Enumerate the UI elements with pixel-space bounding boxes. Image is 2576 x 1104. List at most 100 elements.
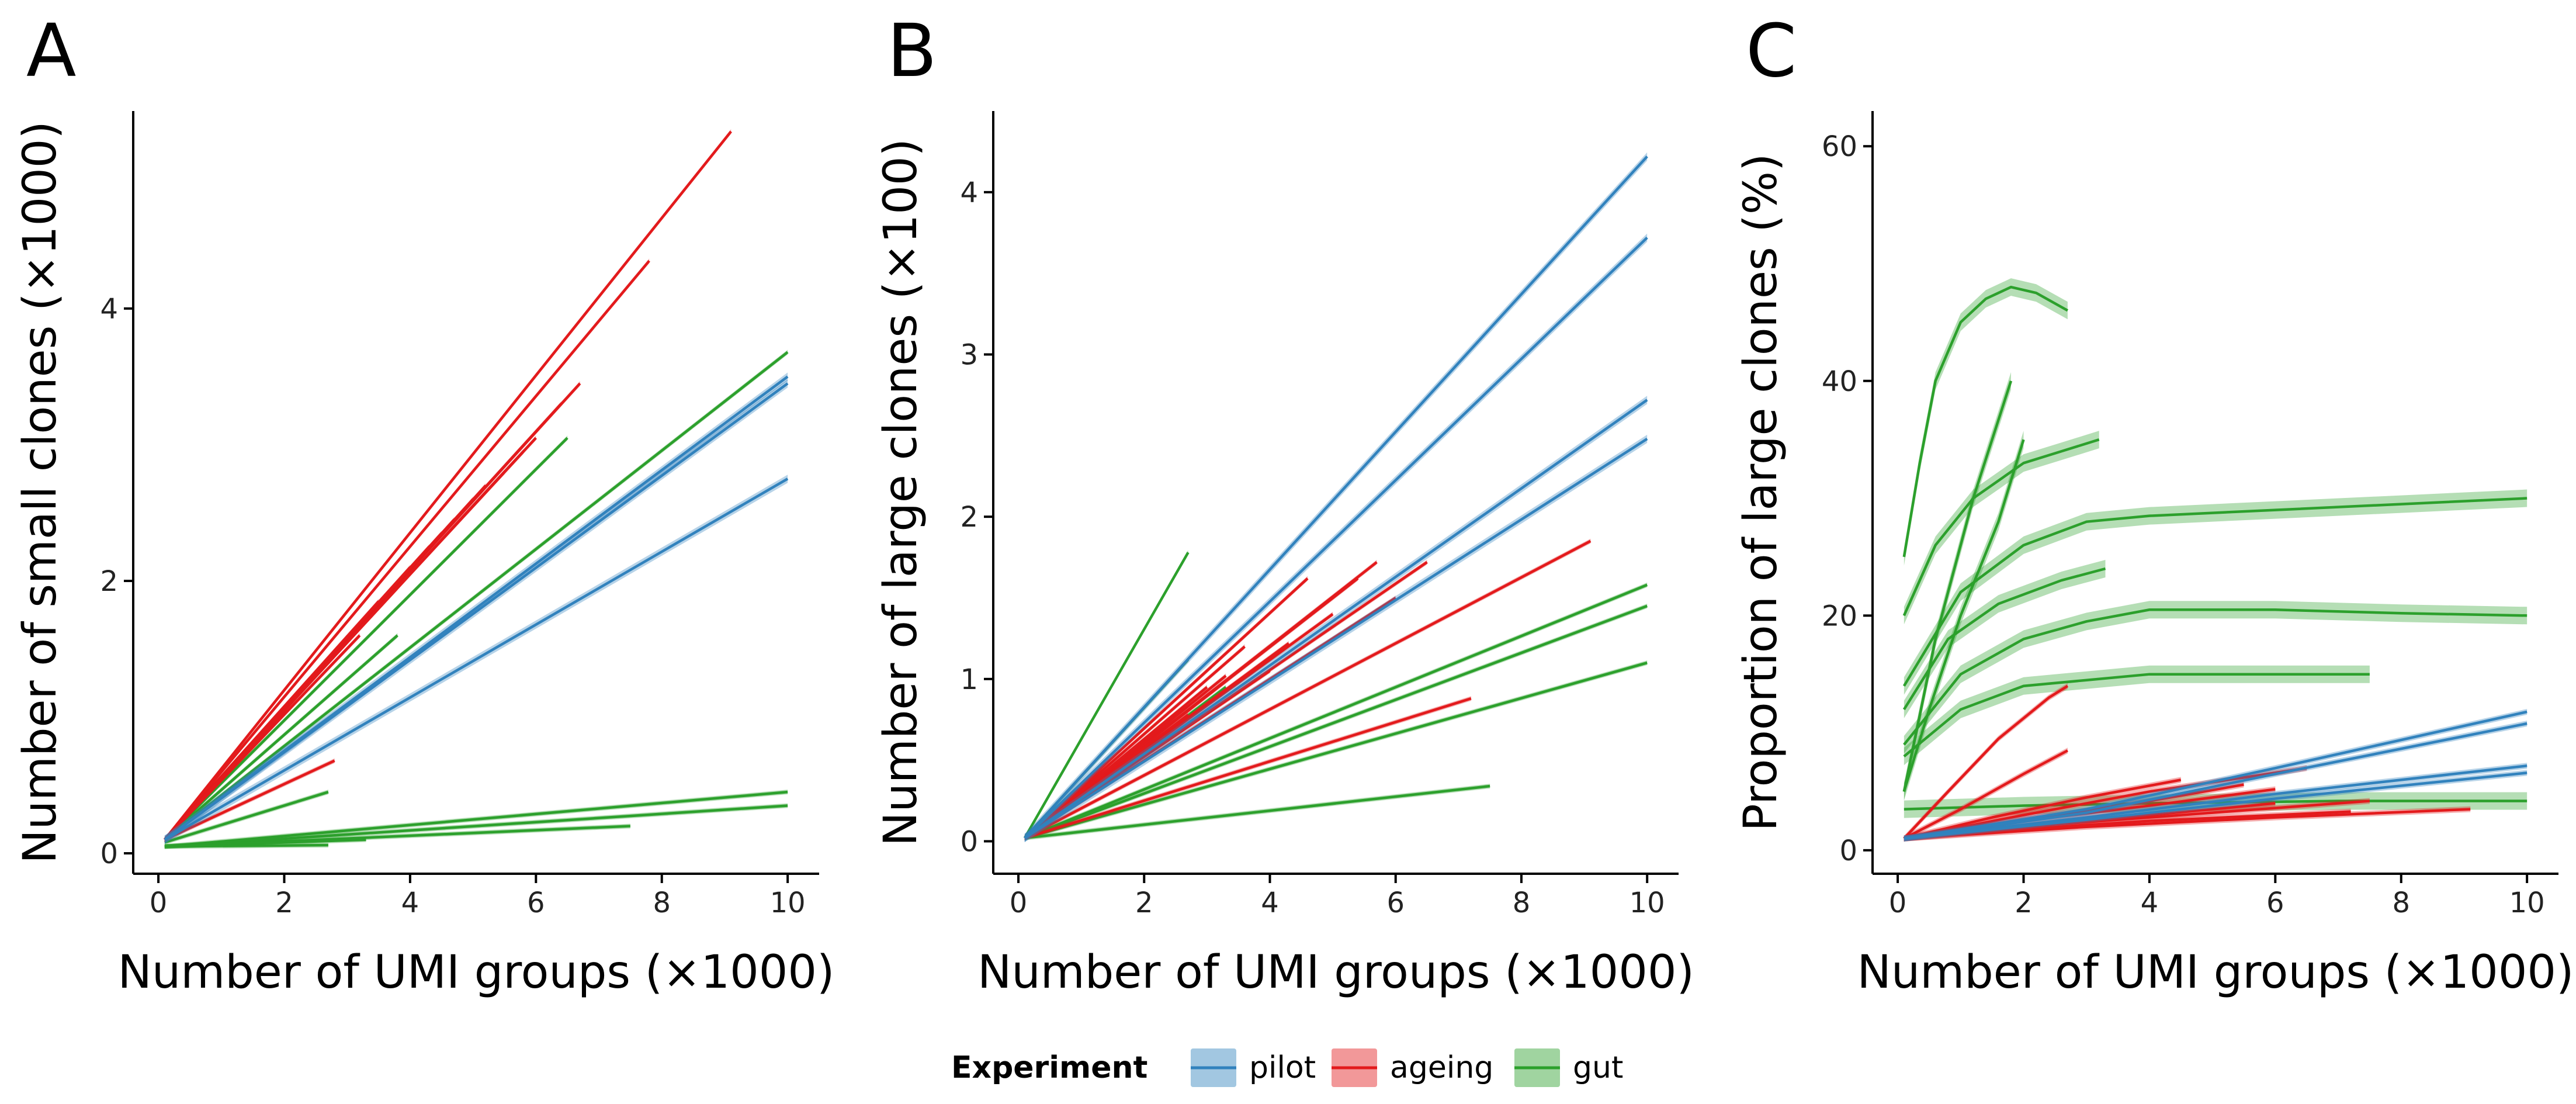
series-ribbon-gut (1904, 431, 2024, 801)
series-line-gut (1024, 661, 1648, 840)
x-tick-label: 8 (1513, 887, 1531, 919)
series-line-gut (1903, 608, 2528, 746)
series-line-gut (1902, 497, 2528, 687)
panel-letter: A (26, 9, 77, 94)
y-axis-label: Proportion of large clones (%) (1735, 154, 1787, 832)
series-line-ageing (1904, 810, 2351, 840)
series-line-ageing (1904, 767, 2307, 840)
y-tick-label: 2 (100, 565, 118, 598)
series-line-pilot (1024, 236, 1648, 839)
x-tick-label: 10 (770, 887, 806, 919)
series-line-pilot (164, 375, 789, 841)
series-line-gut (164, 791, 329, 844)
series-line-pilot (164, 477, 789, 841)
series-line-gut (1902, 567, 2106, 711)
series-ribbon-gut (1904, 278, 2068, 566)
x-tick-label: 0 (150, 887, 168, 919)
series-line-gut (164, 843, 328, 848)
y-tick-label: 2 (960, 501, 978, 534)
series-line-gut (164, 790, 788, 848)
x-tick-label: 0 (1010, 887, 1028, 919)
series-line-gut (1904, 800, 2528, 811)
series-line-gut (1024, 784, 1490, 840)
x-tick-label: 4 (1261, 887, 1279, 919)
x-axis-label: Number of UMI groups (×1000) (977, 946, 1694, 999)
series-group (1023, 152, 1648, 842)
series-ribbon-gut (1904, 601, 2528, 754)
legend-label-ageing: ageing (1390, 1050, 1493, 1085)
x-tick-label: 6 (2266, 887, 2284, 919)
series-line-gut (1902, 380, 2013, 792)
series-line-ageing (164, 709, 286, 841)
y-tick-label: 4 (960, 176, 978, 209)
series-group (1902, 278, 2528, 842)
series-line-ageing (1024, 697, 1472, 840)
legend-title: Experiment (951, 1050, 1147, 1085)
series-line-gut (1902, 285, 2068, 558)
panel-a: A 0 2 4 6 8 10 0 2 4 Number of UMI groups (×1000) N… (14, 9, 834, 999)
series-ribbon-gut (1904, 560, 2106, 718)
x-tick-label: 10 (1629, 887, 1665, 919)
y-tick-label: 40 (1822, 365, 1857, 398)
y-tick-label: 0 (960, 825, 978, 858)
y-tick-label: 20 (1822, 600, 1857, 632)
series-line-gut (164, 804, 788, 848)
x-tick-label: 4 (2141, 887, 2159, 919)
series-line-ageing (164, 130, 732, 841)
x-tick-label: 2 (275, 887, 293, 919)
x-axis-label: Number of UMI groups (×1000) (118, 946, 835, 999)
series-line-pilot (1024, 155, 1648, 839)
series-line-pilot (1904, 771, 2528, 840)
series-line-gut (1903, 673, 2370, 757)
y-tick-label: 1 (960, 663, 978, 696)
series-line-ageing (1904, 778, 2182, 840)
series-line-ageing (1024, 686, 1208, 839)
series-line-pilot (1024, 399, 1648, 839)
series-line-ageing (164, 259, 650, 841)
legend-label-pilot: pilot (1249, 1050, 1316, 1085)
x-tick-label: 4 (401, 887, 419, 919)
legend: Experiment pilot ageing gut (951, 1048, 1623, 1087)
y-tick-label: 60 (1822, 130, 1857, 163)
series-line-gut (1024, 604, 1648, 840)
panel-c: C 0 2 4 6 8 10 0 20 40 60 Number of UMI groups (×10… (1735, 9, 2574, 999)
series-line-pilot (1904, 710, 2528, 840)
series-ribbon-gut (1904, 665, 2370, 766)
x-tick-label: 2 (1135, 887, 1153, 919)
series-line-ageing (1903, 749, 2068, 840)
series-line-gut (164, 351, 789, 841)
series-line-ageing (1903, 684, 2069, 840)
series-ribbon-ageing (1904, 683, 2068, 842)
series-line-gut (164, 437, 568, 841)
x-tick-label: 8 (2392, 887, 2410, 919)
x-tick-label: 10 (2509, 887, 2545, 919)
y-tick-label: 0 (1839, 835, 1857, 867)
y-tick-label: 4 (100, 293, 118, 326)
x-tick-label: 0 (1889, 887, 1907, 919)
x-tick-label: 8 (653, 887, 671, 919)
x-tick-label: 2 (2015, 887, 2033, 919)
y-axis-label: Number of small clones (×1000) (14, 121, 67, 864)
series-line-gut (1023, 552, 1190, 839)
series-group (164, 129, 789, 849)
series-line-pilot (1904, 722, 2528, 840)
series-line-gut (164, 634, 398, 841)
y-tick-label: 0 (100, 837, 118, 870)
x-tick-label: 6 (1386, 887, 1405, 919)
series-ribbon-gut (1904, 431, 2099, 625)
series-line-pilot (1024, 437, 1648, 839)
panel-letter: B (887, 9, 937, 94)
panel-b: B 0 2 4 6 8 10 0 1 2 3 4 Number of UMI groups (×1000… (875, 9, 1694, 999)
panel-letter: C (1746, 9, 1797, 94)
series-line-ageing (1024, 539, 1592, 839)
y-tick-label: 3 (960, 338, 978, 371)
y-axis-label: Number of large clones (×100) (875, 139, 927, 846)
series-line-gut (1902, 439, 2025, 792)
series-line-ageing (1024, 577, 1309, 839)
series-line-gut (1902, 438, 2100, 617)
x-axis-label: Number of UMI groups (×1000) (1857, 946, 2574, 999)
x-tick-label: 6 (527, 887, 545, 919)
series-line-gut (1024, 583, 1648, 839)
legend-label-gut: gut (1573, 1050, 1623, 1085)
